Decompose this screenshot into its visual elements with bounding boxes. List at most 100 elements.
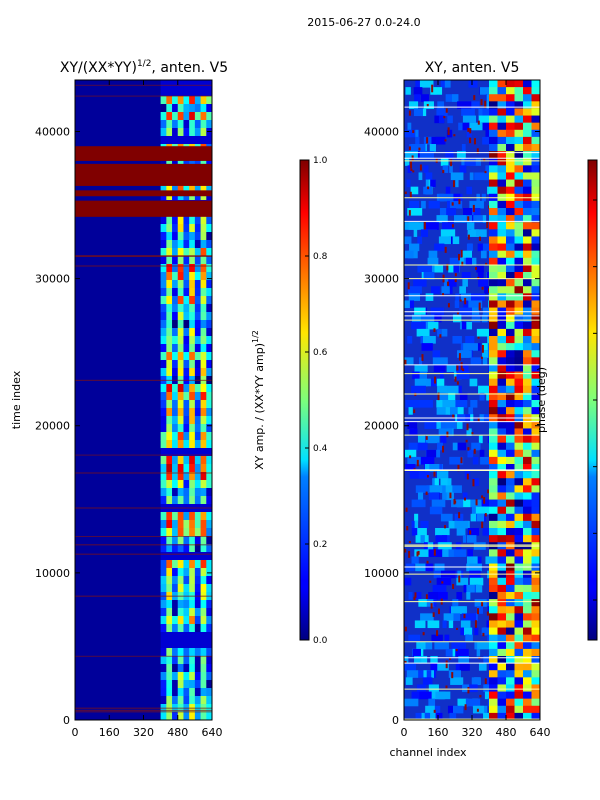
amplitude-heatmap-cell bbox=[172, 240, 179, 249]
amplitude-heatmap-cell bbox=[189, 544, 196, 553]
phase-heatmap-cell bbox=[489, 528, 498, 536]
phase-heatmap-cell bbox=[466, 129, 472, 138]
amplitude-heatmap-cell bbox=[189, 520, 196, 529]
phase-heatmap-cell bbox=[429, 264, 444, 273]
phase-heatmap-cell bbox=[434, 314, 442, 323]
amplitude-heatmap-cell bbox=[200, 640, 207, 649]
phase-heatmap-cell bbox=[452, 314, 462, 323]
phase-heatmap-cell bbox=[531, 272, 540, 280]
phase-heatmap-cell bbox=[482, 632, 485, 637]
amplitude-heatmap-cell bbox=[189, 384, 196, 393]
phase-heatmap-cell bbox=[506, 200, 515, 209]
phase-heatmap-cell bbox=[514, 428, 524, 437]
phase-heatmap-cell bbox=[440, 158, 449, 166]
phase-heatmap-cell bbox=[531, 577, 540, 586]
phase-heatmap-cell bbox=[523, 464, 532, 472]
amplitude-heatmap-cell bbox=[200, 272, 207, 281]
phase-heatmap-cell bbox=[506, 314, 515, 323]
phase-heatmap-cell bbox=[420, 229, 429, 237]
amplitude-heatmap-cell bbox=[189, 576, 196, 585]
phase-heatmap-cell bbox=[461, 272, 471, 280]
amplitude-heatmap-cell bbox=[189, 368, 196, 377]
amplitude-heatmap-cell bbox=[206, 496, 212, 505]
phase-heatmap-cell bbox=[523, 101, 532, 109]
amplitude-heatmap-cell bbox=[166, 552, 173, 561]
amplitude-heatmap-cell bbox=[172, 456, 179, 465]
amplitude-heatmap-cell bbox=[172, 600, 179, 609]
phase-heatmap-cell bbox=[450, 159, 453, 167]
phase-heatmap-cell bbox=[497, 186, 507, 195]
phase-heatmap-cell bbox=[414, 94, 421, 102]
phase-heatmap-cell bbox=[497, 101, 507, 109]
phase-heatmap-cell bbox=[408, 146, 411, 151]
phase-heatmap-cell bbox=[479, 499, 493, 508]
amplitude-heatmap-cell bbox=[160, 336, 167, 345]
phase-heatmap-cell bbox=[447, 279, 457, 287]
phase-heatmap-cell bbox=[531, 584, 540, 593]
phase-heatmap-cell bbox=[415, 80, 422, 88]
phase-heatmap-cell bbox=[514, 236, 524, 245]
amplitude-heatmap-cell bbox=[177, 88, 184, 97]
amplitude-heatmap-cell bbox=[189, 528, 196, 537]
phase-heatmap-cell bbox=[458, 199, 461, 205]
amplitude-heatmap-cell bbox=[166, 608, 173, 617]
amplitude-heatmap-cell bbox=[166, 408, 173, 417]
phase-heatmap-cell bbox=[416, 551, 419, 557]
phase-heatmap-cell bbox=[451, 613, 461, 621]
phase-heatmap-cell bbox=[497, 499, 507, 508]
phase-heatmap-cell bbox=[506, 535, 515, 543]
phase-heatmap-cell bbox=[466, 592, 471, 600]
phase-heatmap-cell bbox=[506, 165, 515, 173]
amplitude-heatmap-cell bbox=[194, 488, 202, 497]
phase-heatmap-cell bbox=[489, 670, 498, 678]
amplitude-heatmap-cell bbox=[177, 552, 184, 561]
amplitude-heatmap-cell bbox=[166, 512, 173, 521]
phase-heatmap-cell bbox=[408, 222, 424, 230]
amplitude-heatmap-cell bbox=[183, 384, 190, 393]
phase-heatmap-cell bbox=[489, 492, 498, 501]
phase-heatmap-cell bbox=[531, 520, 540, 529]
amplitude-heatmap-cell bbox=[160, 672, 167, 681]
amplitude-heatmap-cell bbox=[177, 120, 184, 129]
phase-heatmap-cell bbox=[523, 449, 532, 458]
phase-heatmap-cell bbox=[523, 136, 532, 145]
phase-heatmap-cell bbox=[414, 513, 419, 522]
phase-heatmap-cell bbox=[531, 165, 540, 173]
phase-heatmap-cell bbox=[531, 698, 540, 707]
amplitude-heatmap-cell bbox=[194, 480, 202, 489]
phase-heatmap-cell bbox=[469, 122, 483, 131]
amplitude-heatmap-cell bbox=[206, 400, 212, 409]
phase-heatmap-cell bbox=[514, 215, 524, 223]
phase-heatmap-cell bbox=[404, 663, 417, 671]
phase-heatmap-cell bbox=[531, 229, 540, 237]
phase-heatmap-cell bbox=[523, 94, 532, 102]
amplitude-heatmap-cell bbox=[160, 480, 167, 489]
phase-heatmap-cell bbox=[432, 357, 448, 365]
amplitude-heatmap-cell bbox=[206, 304, 212, 313]
phase-heatmap-cell bbox=[426, 449, 437, 458]
phase-heatmap-cell bbox=[436, 378, 445, 387]
amplitude-heatmap-cell bbox=[206, 296, 212, 305]
phase-heatmap-cell bbox=[460, 620, 471, 629]
phase-heatmap-cell bbox=[514, 584, 524, 593]
phase-heatmap-cell bbox=[445, 421, 457, 429]
amplitude-heatmap-cell bbox=[172, 368, 179, 377]
amplitude-heatmap-cell bbox=[160, 640, 167, 649]
phase-heatmap-cell bbox=[531, 371, 540, 380]
amplitude-heatmap-cell bbox=[194, 296, 202, 305]
phase-heatmap-cell bbox=[531, 336, 540, 344]
amplitude-heatmap-cell bbox=[160, 264, 167, 273]
amplitude-heatmap-cell bbox=[160, 712, 167, 720]
phase-heatmap-cell bbox=[452, 583, 455, 590]
phase-heatmap-cell bbox=[445, 94, 459, 102]
amplitude-heatmap-cell bbox=[194, 464, 202, 473]
amplitude-heatmap-cell bbox=[183, 536, 190, 545]
phase-heatmap-cell bbox=[439, 334, 442, 338]
phase-heatmap-cell bbox=[514, 663, 524, 671]
amplitude-heatmap-cell bbox=[206, 696, 212, 705]
phase-heatmap-cell bbox=[531, 314, 540, 323]
amplitude-heatmap-cell bbox=[194, 680, 202, 689]
phase-heatmap-cell bbox=[418, 471, 430, 479]
phase-heatmap-cell bbox=[514, 350, 524, 358]
phase-heatmap-cell bbox=[437, 608, 440, 615]
